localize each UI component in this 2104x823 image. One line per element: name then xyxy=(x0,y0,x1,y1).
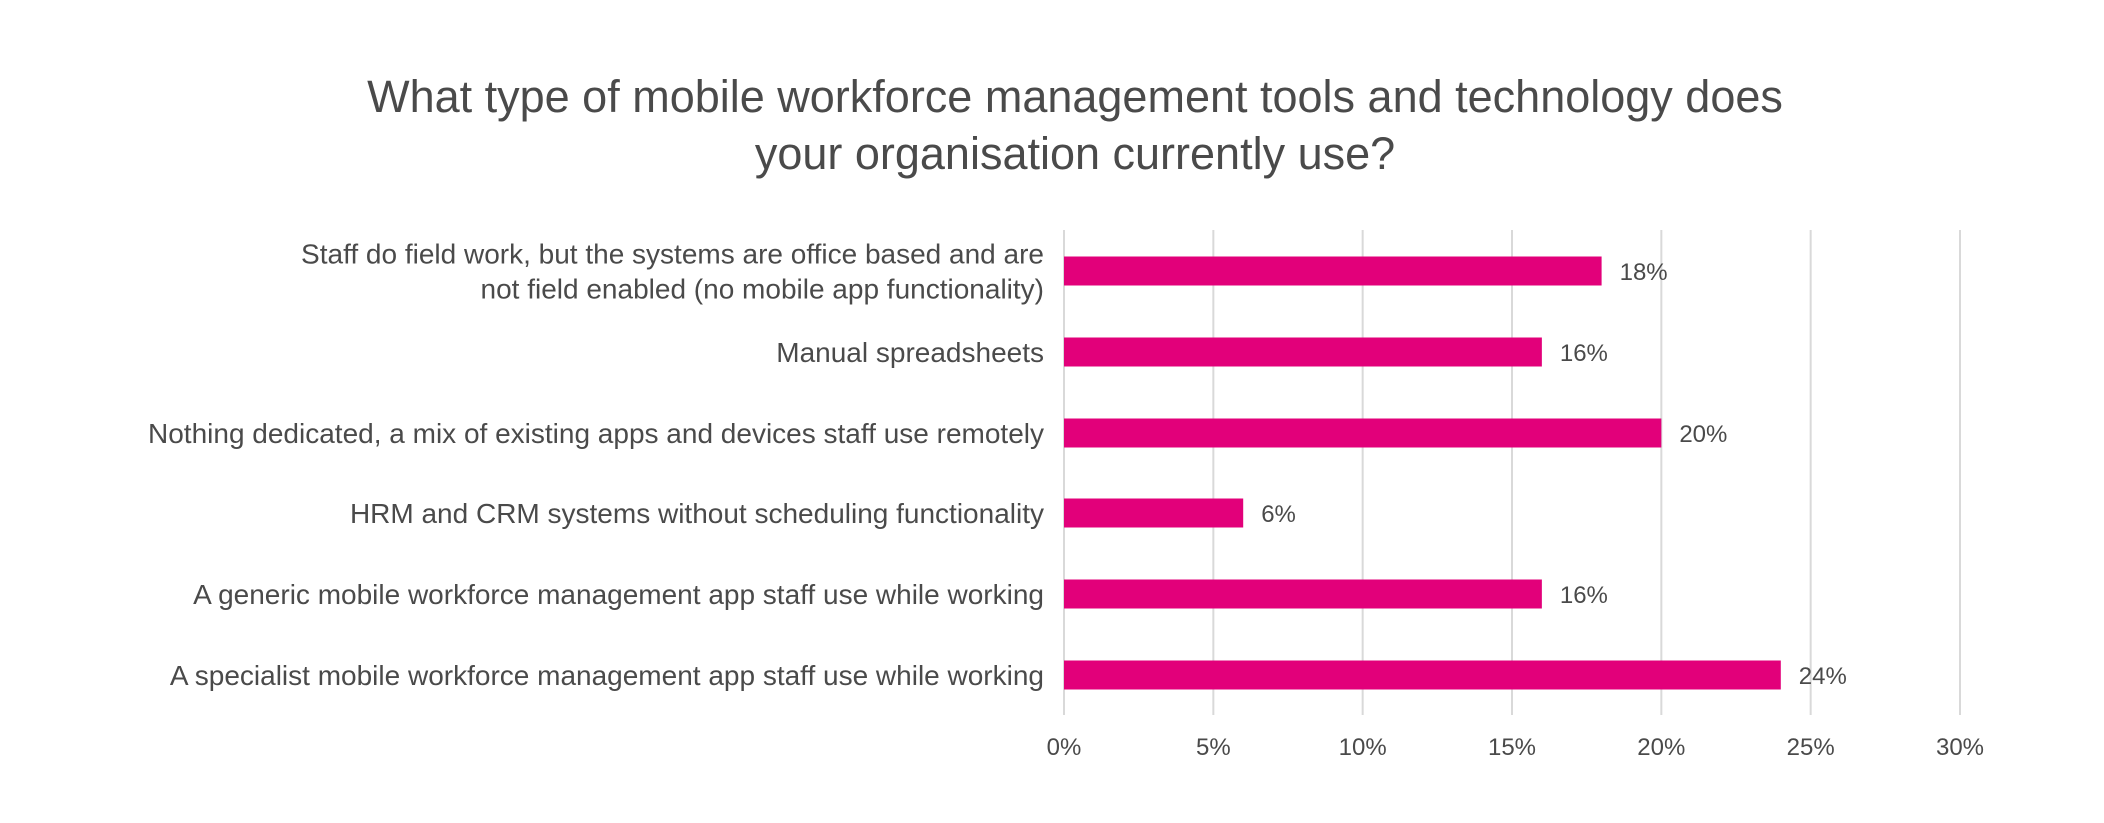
chart-title: What type of mobile workforce management… xyxy=(300,68,1850,182)
x-tick-label-5: 5% xyxy=(1196,734,1231,761)
bar-2 xyxy=(1064,418,1662,448)
chart-title-line-1: What type of mobile workforce management… xyxy=(367,71,1783,122)
data-label-3: 6% xyxy=(1261,501,1296,528)
bar-1 xyxy=(1064,337,1542,367)
data-label-1: 16% xyxy=(1560,340,1608,367)
category-label-3-line-0: HRM and CRM systems without scheduling f… xyxy=(350,498,1044,529)
bar-3 xyxy=(1064,498,1244,528)
x-tick-label-30: 30% xyxy=(1936,734,1984,761)
x-tick-label-20: 20% xyxy=(1637,734,1685,761)
category-label-4-line-0: A generic mobile workforce management ap… xyxy=(193,579,1044,610)
data-label-4: 16% xyxy=(1560,582,1608,609)
category-label-0: Staff do field work, but the systems are… xyxy=(301,239,1044,305)
bars xyxy=(1064,256,1781,690)
category-label-0-line-0: Staff do field work, but the systems are… xyxy=(301,239,1044,270)
category-label-3: HRM and CRM systems without scheduling f… xyxy=(350,498,1044,529)
x-axis-tick-labels: 0% 5% 10% 15% 20% 25% 30% xyxy=(1047,734,1984,761)
category-label-1: Manual spreadsheets xyxy=(776,337,1044,368)
category-label-2: Nothing dedicated, a mix of existing app… xyxy=(148,418,1044,449)
data-label-0: 18% xyxy=(1620,259,1668,286)
x-tick-label-25: 25% xyxy=(1787,734,1835,761)
gridlines xyxy=(1063,230,1961,715)
chart-title-line-2: your organisation currently use? xyxy=(754,128,1396,179)
category-label-2-line-0: Nothing dedicated, a mix of existing app… xyxy=(148,418,1044,449)
category-label-5: A specialist mobile workforce management… xyxy=(170,660,1044,691)
category-labels: Staff do field work, but the systems are… xyxy=(148,239,1044,692)
category-label-5-line-0: A specialist mobile workforce management… xyxy=(170,660,1044,691)
data-label-2: 20% xyxy=(1679,421,1727,448)
data-labels: 18% 16% 20% 6% 16% 24% xyxy=(1261,259,1847,690)
category-label-0-line-1: not field enabled (no mobile app functio… xyxy=(481,274,1044,305)
x-tick-label-15: 15% xyxy=(1488,734,1536,761)
category-label-1-line-0: Manual spreadsheets xyxy=(776,337,1044,368)
x-tick-label-10: 10% xyxy=(1339,734,1387,761)
category-label-4: A generic mobile workforce management ap… xyxy=(193,579,1044,610)
bar-0 xyxy=(1064,256,1602,286)
bar-5 xyxy=(1064,660,1781,690)
data-label-5: 24% xyxy=(1799,663,1847,690)
x-tick-label-0: 0% xyxy=(1047,734,1082,761)
bar-4 xyxy=(1064,579,1542,609)
